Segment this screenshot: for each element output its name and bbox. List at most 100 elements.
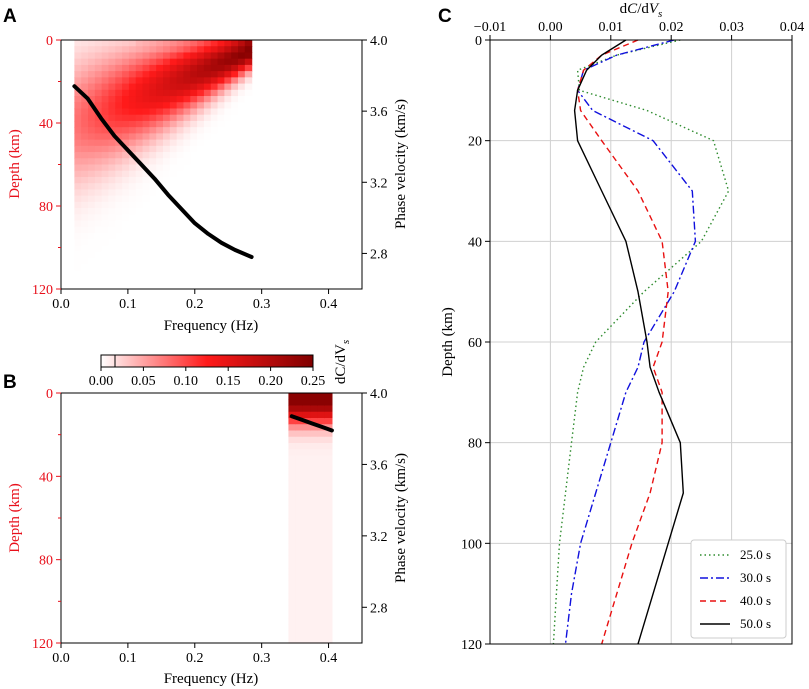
sensitivity-cell: [244, 158, 253, 166]
sensitivity-cell: [108, 220, 116, 228]
sensitivity-cell: [210, 96, 219, 103]
sensitivity-cell: [81, 114, 89, 122]
sensitivity-cell: [217, 83, 225, 91]
sensitivity-cell: [81, 77, 89, 85]
sensitivity-cell: [101, 40, 110, 47]
sensitivity-cell: [288, 455, 297, 463]
sensitivity-cell: [295, 549, 304, 557]
x-tick-label: 0.4: [320, 651, 338, 666]
x-tick-label: 0.04: [780, 20, 805, 35]
sensitivity-cell: [310, 399, 319, 407]
sensitivity-cell: [163, 114, 171, 122]
sensitivity-cell: [74, 251, 82, 259]
sensitivity-cell: [288, 461, 297, 469]
sensitivity-cell: [217, 183, 225, 190]
sensitivity-cell: [81, 152, 89, 159]
sensitivity-cell: [122, 152, 130, 159]
sensitivity-cell: [169, 96, 178, 103]
sensitivity-cell: [244, 220, 253, 228]
sensitivity-cell: [94, 96, 103, 103]
x-tick-label: 0.2: [186, 651, 204, 666]
sensitivity-cell: [317, 405, 326, 413]
sensitivity-cell: [122, 189, 130, 197]
sensitivity-cell: [156, 139, 164, 147]
sensitivity-cell: [310, 593, 319, 600]
sensitivity-cell: [244, 71, 253, 78]
sensitivity-cell: [94, 64, 103, 72]
sensitivity-cell: [183, 208, 191, 215]
sensitivity-cell: [183, 251, 191, 259]
sensitivity-cell: [217, 89, 225, 97]
sensitivity-cell: [224, 108, 232, 116]
sensitivity-cell: [210, 195, 219, 203]
sensitivity-cell: [115, 96, 123, 103]
sensitivity-cell: [231, 170, 239, 178]
sensitivity-cell: [224, 264, 232, 271]
y-tick-label: 100: [461, 537, 482, 552]
sensitivity-cell: [203, 214, 212, 222]
sensitivity-cell: [317, 393, 326, 400]
sensitivity-cell: [244, 145, 253, 153]
sensitivity-cell: [190, 208, 198, 215]
sensitivity-cell: [135, 176, 144, 184]
sensitivity-cell: [224, 232, 232, 240]
sensitivity-cell: [94, 245, 103, 253]
sensitivity-cell: [149, 208, 157, 215]
panel-b-ticks: 0.0 0.1 0.2 0.3 0.4 0 40 80 120 4.0 3.6 3.2 2.8: [32, 387, 388, 666]
sensitivity-cell: [94, 133, 103, 141]
sensitivity-cell: [237, 257, 246, 265]
sensitivity-cell: [156, 176, 164, 184]
sensitivity-cell: [295, 555, 304, 563]
sensitivity-cell: [108, 251, 116, 259]
sensitivity-cell: [142, 96, 150, 103]
sensitivity-cell: [122, 195, 130, 203]
sensitivity-cell: [288, 599, 297, 607]
sensitivity-cell: [324, 499, 333, 507]
sensitivity-cell: [183, 158, 191, 166]
sensitivity-cell: [156, 58, 164, 66]
x-tick-label: 0.3: [253, 651, 271, 666]
sensitivity-cell: [190, 145, 198, 153]
sensitivity-cell: [115, 183, 123, 190]
sensitivity-cell: [135, 40, 144, 47]
sensitivity-cell: [210, 214, 219, 222]
sensitivity-cell: [128, 52, 137, 60]
sensitivity-cell: [288, 443, 297, 450]
sensitivity-cell: [190, 251, 198, 259]
sensitivity-cell: [122, 183, 130, 190]
sensitivity-cell: [88, 239, 96, 247]
sensitivity-cell: [231, 127, 239, 134]
sensitivity-cell: [190, 139, 198, 147]
sensitivity-cell: [231, 226, 239, 234]
sensitivity-cell: [156, 214, 164, 222]
sensitivity-cell: [163, 282, 171, 290]
sensitivity-cell: [295, 593, 304, 600]
sensitivity-cell: [197, 120, 205, 128]
sensitivity-cell: [163, 71, 171, 78]
sensitivity-cell: [128, 201, 137, 209]
sensitivity-cell: [217, 158, 225, 166]
sensitivity-cell: [317, 418, 326, 425]
sensitivity-cell: [224, 270, 232, 278]
sensitivity-cell: [115, 40, 123, 47]
sensitivity-cell: [317, 611, 326, 619]
x-tick-label: 0.4: [320, 297, 338, 312]
sensitivity-cell: [122, 264, 130, 271]
sensitivity-cell: [324, 543, 333, 550]
sensitivity-cell: [176, 152, 185, 159]
sensitivity-cell: [163, 64, 171, 72]
sensitivity-cell: [122, 282, 130, 290]
sensitivity-cell: [128, 58, 137, 66]
panel-b-ylabel-velocity: Phase velocity (km/s): [393, 453, 409, 583]
sensitivity-cell: [101, 108, 110, 116]
sensitivity-cell: [237, 164, 246, 172]
sensitivity-cell: [317, 499, 326, 507]
sensitivity-cell: [288, 493, 297, 500]
sensitivity-cell: [156, 245, 164, 253]
sensitivity-cell: [197, 251, 205, 259]
x-tick-label: 0.02: [659, 20, 684, 35]
sensitivity-cell: [224, 120, 232, 128]
sensitivity-cell: [156, 40, 164, 47]
sensitivity-cell: [310, 599, 319, 607]
